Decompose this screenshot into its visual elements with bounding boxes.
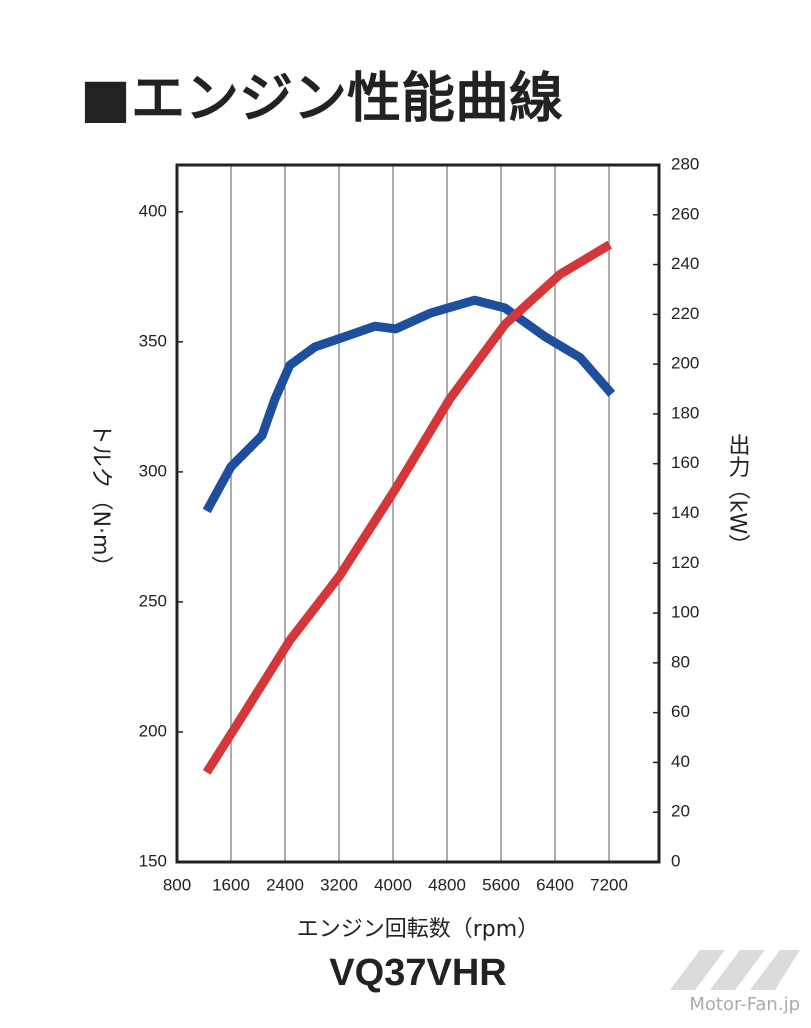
x-tick-label: 800 <box>163 875 191 894</box>
y2-tick-label: 220 <box>671 304 699 323</box>
y2-tick-label: 0 <box>671 851 680 870</box>
y2-tick-label: 280 <box>671 154 699 173</box>
x-axis-label: エンジン回転数（rpm） <box>297 917 539 942</box>
watermark: Motor-Fan.jp <box>689 994 800 1015</box>
y-tick-label: 300 <box>139 461 167 480</box>
y-tick-label: 400 <box>139 201 167 220</box>
x-tick-label: 4800 <box>428 875 466 894</box>
x-tick-label: 4000 <box>374 875 412 894</box>
logo <box>670 950 800 990</box>
y-axis-label: トルク（N·m） <box>88 423 113 578</box>
chart-title: ■エンジン性能曲線 <box>80 67 563 130</box>
line-0 <box>202 295 616 514</box>
y-tick-label: 200 <box>139 721 167 740</box>
y2-tick-label: 180 <box>671 403 699 422</box>
y2-tick-label: 100 <box>671 603 699 622</box>
plot-frame <box>175 163 661 864</box>
x-tick-label: 2400 <box>266 875 304 894</box>
y2-tick-label: 240 <box>671 254 699 273</box>
y-tick-label: 150 <box>139 851 167 870</box>
line-1 <box>202 240 613 775</box>
y-tick-label: 350 <box>139 331 167 350</box>
y2-tick-label: 80 <box>671 652 690 671</box>
x-tick-label: 1600 <box>212 875 250 894</box>
x-tick-label: 6400 <box>536 875 574 894</box>
y2-tick-label: 140 <box>671 503 699 522</box>
y2-tick-label: 20 <box>671 802 690 821</box>
y2-tick-label: 160 <box>671 453 699 472</box>
engine-name: VQ37VHR <box>329 952 506 994</box>
y-tick-label: 250 <box>139 591 167 610</box>
x-tick-label: 3200 <box>320 875 358 894</box>
x-tick-label: 7200 <box>590 875 628 894</box>
x-tick-label: 5600 <box>482 875 520 894</box>
y2-axis-label: 出力（kW） <box>725 434 751 557</box>
y2-tick-label: 60 <box>671 702 690 721</box>
y2-tick-label: 260 <box>671 204 699 223</box>
y2-tick-label: 120 <box>671 553 699 572</box>
y2-tick-label: 200 <box>671 354 699 373</box>
y2-tick-label: 40 <box>671 752 690 771</box>
